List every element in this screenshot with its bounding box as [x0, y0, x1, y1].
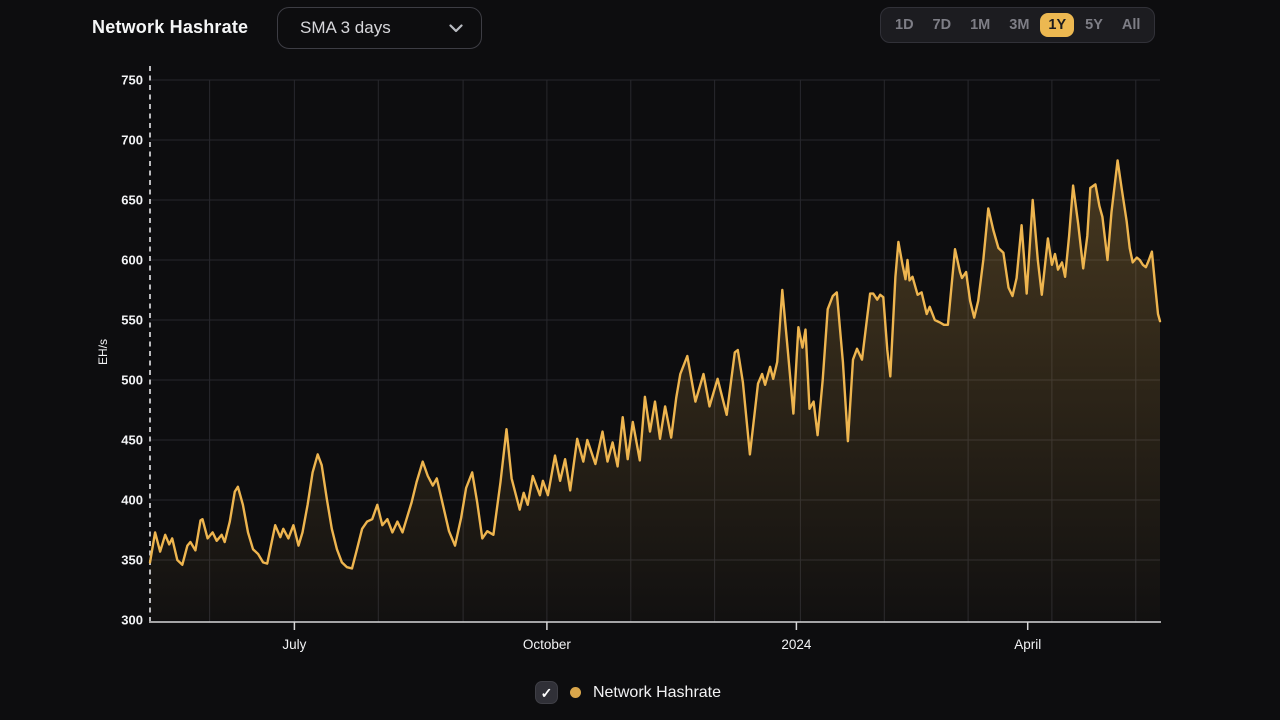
legend: ✓ Network Hashrate [0, 681, 1268, 704]
svg-text:650: 650 [121, 193, 143, 208]
area-fill [150, 160, 1160, 620]
x-axis-labels: July October 2024 April [282, 622, 1041, 652]
hashrate-chart: July October 2024 April 300 350 400 450 500 550 60… [96, 66, 1162, 652]
sma-dropdown-value: SMA 3 days [300, 18, 391, 37]
series-checkbox[interactable]: ✓ [534, 681, 558, 704]
range-button-7d[interactable]: 7D [925, 13, 960, 37]
range-button-1y[interactable]: 1Y [1040, 13, 1075, 37]
range-button-3m[interactable]: 3M [1001, 13, 1037, 37]
svg-text:500: 500 [121, 373, 143, 388]
svg-text:2024: 2024 [781, 637, 812, 652]
range-button-1d[interactable]: 1D [887, 13, 922, 37]
legend-label: Network Hashrate [592, 683, 722, 701]
page-title: Network Hashrate [92, 17, 249, 37]
svg-text:750: 750 [121, 73, 143, 88]
svg-text:450: 450 [121, 433, 143, 448]
svg-text:300: 300 [121, 613, 143, 628]
chevron-down-icon [449, 23, 463, 32]
check-icon: ✓ [540, 684, 553, 701]
sma-dropdown[interactable]: SMA 3 days [277, 7, 482, 49]
range-button-all[interactable]: All [1114, 13, 1149, 37]
svg-text:April: April [1014, 637, 1041, 652]
svg-text:July: July [282, 637, 306, 652]
y-axis-title: EH/s [96, 339, 110, 365]
svg-text:700: 700 [121, 133, 143, 148]
series-color-dot [569, 687, 581, 698]
plot-area[interactable] [150, 80, 1160, 622]
range-button-1m[interactable]: 1M [962, 13, 998, 37]
hashrate-line [148, 159, 1162, 570]
y-axis-labels: 300 350 400 450 500 550 600 650 700 750 [121, 73, 143, 628]
range-button-5y[interactable]: 5Y [1077, 13, 1111, 37]
svg-text:600: 600 [121, 253, 143, 268]
svg-text:400: 400 [121, 493, 143, 508]
svg-text:October: October [523, 637, 572, 652]
svg-text:550: 550 [121, 313, 143, 328]
svg-text:350: 350 [121, 553, 143, 568]
range-selector: 1D 7D 1M 3M 1Y 5Y All [880, 7, 1156, 43]
